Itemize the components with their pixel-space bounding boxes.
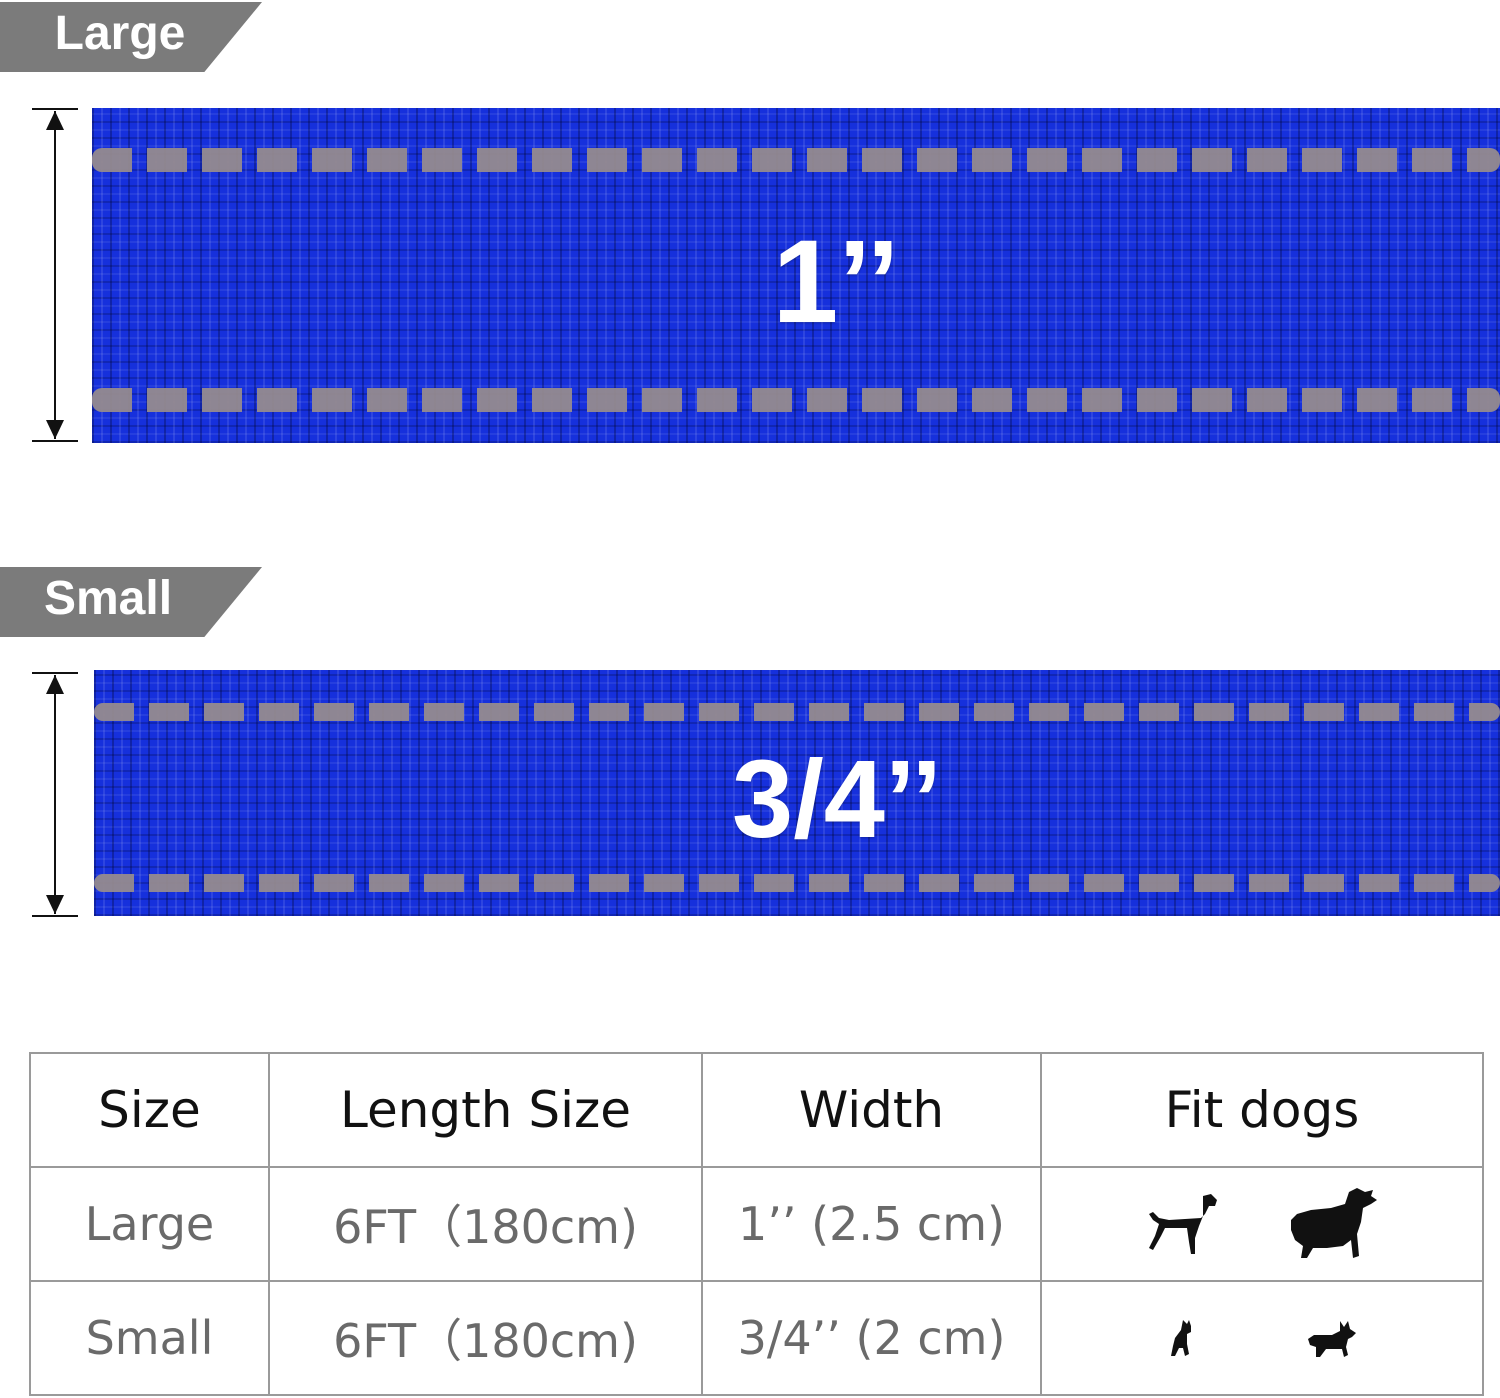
table-row: Small 6FT（180cm) 3/4’’ (2 cm) xyxy=(29,1280,1484,1396)
size-tag-label: Small xyxy=(43,572,173,625)
strap-small: 3/4’’ xyxy=(94,670,1500,916)
header-width: Width xyxy=(701,1052,1042,1168)
width-label-large: 1’’ xyxy=(772,216,900,348)
table-header-row: Size Length Size Width Fit dogs xyxy=(29,1052,1484,1168)
large-dog-icon xyxy=(1291,1188,1377,1258)
dimension-arrow-icon xyxy=(32,108,78,442)
small-dog-icon xyxy=(1170,1320,1191,1356)
header-fit-dogs: Fit dogs xyxy=(1040,1052,1484,1168)
reflective-stitch xyxy=(92,388,1500,412)
reflective-stitch xyxy=(94,703,1500,721)
cell-length: 6FT（180cm) xyxy=(268,1280,703,1396)
cell-size: Small xyxy=(29,1280,270,1396)
size-tag-large: Large xyxy=(0,2,262,72)
cell-fit-dogs xyxy=(1040,1166,1484,1282)
cell-width: 3/4’’ (2 cm) xyxy=(701,1280,1042,1396)
dimension-arrow-icon xyxy=(32,672,78,917)
reflective-stitch xyxy=(92,148,1500,172)
cell-length: 6FT（180cm) xyxy=(268,1166,703,1282)
reflective-stitch xyxy=(94,874,1500,892)
small-dog-icon xyxy=(1307,1321,1356,1357)
header-size: Size xyxy=(29,1052,270,1168)
cell-width: 1’’ (2.5 cm) xyxy=(701,1166,1042,1282)
cell-fit-dogs xyxy=(1040,1280,1484,1396)
large-dog-icon xyxy=(1149,1194,1217,1254)
size-tag-small: Small xyxy=(0,567,262,637)
width-label-small: 3/4’’ xyxy=(732,738,942,861)
cell-size: Large xyxy=(29,1166,270,1282)
table-row: Large 6FT（180cm) 1’’ (2.5 cm) xyxy=(29,1166,1484,1282)
size-table: Size Length Size Width Fit dogs Large 6F… xyxy=(29,1052,1484,1396)
header-length: Length Size xyxy=(268,1052,703,1168)
size-tag-label: Large xyxy=(54,7,186,60)
strap-large: 1’’ xyxy=(92,108,1500,443)
